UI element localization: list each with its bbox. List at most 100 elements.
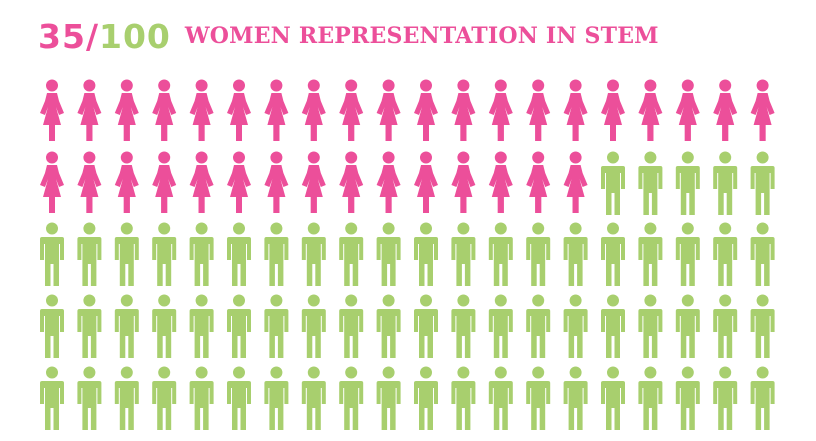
woman-figure-icon	[414, 79, 438, 141]
man-figure-icon	[713, 222, 738, 286]
man-figure-icon	[301, 294, 326, 358]
man-figure-icon	[414, 294, 438, 358]
man-figure-icon	[376, 294, 401, 358]
woman-figure-icon	[526, 79, 551, 141]
woman-figure-icon	[563, 151, 588, 213]
man-figure-icon	[526, 222, 551, 286]
man-figure-icon	[40, 222, 64, 286]
woman-figure-icon	[301, 151, 326, 213]
woman-figure-icon	[189, 79, 214, 141]
man-figure-icon	[638, 222, 663, 286]
woman-figure-icon	[114, 79, 139, 141]
man-figure-icon	[301, 366, 326, 430]
woman-figure-icon	[152, 79, 177, 141]
man-figure-icon	[750, 222, 775, 286]
man-figure-icon	[451, 366, 476, 430]
man-figure-icon	[152, 294, 177, 358]
woman-figure-icon	[114, 151, 139, 213]
man-figure-icon	[488, 294, 513, 358]
woman-figure-icon	[339, 151, 364, 213]
ratio-separator: /	[85, 16, 99, 56]
man-figure-icon	[77, 294, 102, 358]
total-count: 100	[99, 16, 171, 56]
woman-figure-icon	[713, 79, 738, 141]
man-figure-icon	[114, 294, 139, 358]
man-figure-icon	[750, 294, 775, 358]
woman-figure-icon	[451, 79, 476, 141]
woman-figure-icon	[750, 79, 775, 141]
man-figure-icon	[675, 151, 700, 215]
man-figure-icon	[376, 366, 401, 430]
man-figure-icon	[77, 222, 102, 286]
man-figure-icon	[189, 222, 214, 286]
woman-figure-icon	[339, 79, 364, 141]
man-figure-icon	[376, 222, 401, 286]
man-figure-icon	[675, 366, 700, 430]
man-figure-icon	[114, 366, 139, 430]
woman-figure-icon	[77, 79, 102, 141]
man-figure-icon	[451, 294, 476, 358]
man-figure-icon	[339, 366, 364, 430]
man-figure-icon	[339, 294, 364, 358]
woman-figure-icon	[264, 151, 289, 213]
woman-figure-icon	[601, 79, 625, 141]
man-figure-icon	[40, 294, 64, 358]
man-figure-icon	[264, 222, 289, 286]
woman-figure-icon	[414, 151, 438, 213]
man-figure-icon	[189, 294, 214, 358]
man-figure-icon	[264, 294, 289, 358]
man-figure-icon	[563, 294, 588, 358]
woman-figure-icon	[376, 151, 401, 213]
woman-figure-icon	[638, 79, 663, 141]
man-figure-icon	[114, 222, 139, 286]
woman-figure-icon	[40, 151, 64, 213]
woman-figure-icon	[563, 79, 588, 141]
ratio-label: 35/100	[38, 17, 171, 56]
man-figure-icon	[227, 294, 251, 358]
man-figure-icon	[563, 366, 588, 430]
woman-figure-icon	[675, 79, 700, 141]
man-figure-icon	[339, 222, 364, 286]
woman-figure-icon	[451, 151, 476, 213]
woman-figure-icon	[376, 79, 401, 141]
man-figure-icon	[750, 366, 775, 430]
man-figure-icon	[414, 222, 438, 286]
woman-figure-icon	[227, 79, 251, 141]
man-figure-icon	[40, 366, 64, 430]
man-figure-icon	[713, 151, 738, 215]
man-figure-icon	[601, 151, 625, 215]
man-figure-icon	[638, 366, 663, 430]
man-figure-icon	[526, 366, 551, 430]
woman-figure-icon	[301, 79, 326, 141]
woman-figure-icon	[526, 151, 551, 213]
man-figure-icon	[227, 222, 251, 286]
man-figure-icon	[77, 366, 102, 430]
man-figure-icon	[601, 366, 625, 430]
chart-title: WOMEN REPRESENTATION IN STEM	[184, 23, 659, 49]
man-figure-icon	[526, 294, 551, 358]
man-figure-icon	[227, 366, 251, 430]
man-figure-icon	[189, 366, 214, 430]
man-figure-icon	[488, 366, 513, 430]
woman-figure-icon	[189, 151, 214, 213]
man-figure-icon	[675, 222, 700, 286]
woman-figure-icon	[488, 151, 513, 213]
woman-figure-icon	[227, 151, 251, 213]
women-count: 35	[38, 16, 86, 56]
man-figure-icon	[488, 222, 513, 286]
man-figure-icon	[638, 151, 663, 215]
man-figure-icon	[301, 222, 326, 286]
man-figure-icon	[675, 294, 700, 358]
man-figure-icon	[563, 222, 588, 286]
man-figure-icon	[638, 294, 663, 358]
man-figure-icon	[713, 366, 738, 430]
chart-header: 35/100 WOMEN REPRESENTATION IN STEM	[38, 14, 659, 58]
woman-figure-icon	[77, 151, 102, 213]
man-figure-icon	[750, 151, 775, 215]
woman-figure-icon	[152, 151, 177, 213]
man-figure-icon	[601, 222, 625, 286]
woman-figure-icon	[40, 79, 64, 141]
man-figure-icon	[601, 294, 625, 358]
man-figure-icon	[451, 222, 476, 286]
